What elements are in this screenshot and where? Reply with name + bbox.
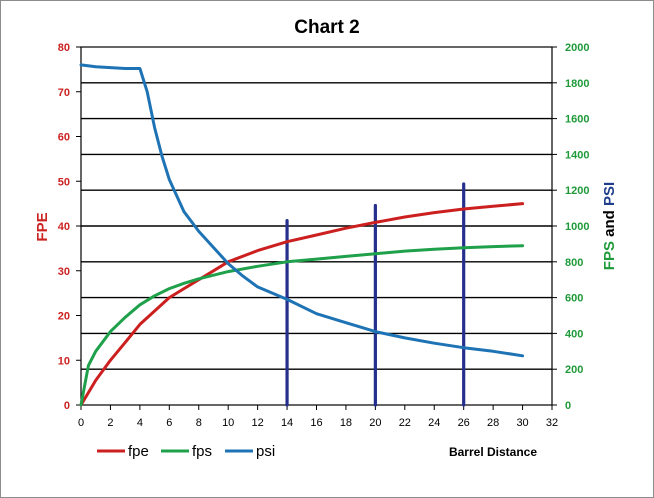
series-line-psi — [79, 63, 525, 358]
series-line-fps — [79, 244, 525, 407]
x-tick-label: 8 — [196, 417, 202, 429]
y-right-tick-label: 1800 — [565, 78, 589, 90]
y-left-tick-label: 30 — [58, 266, 70, 278]
series-line-fpe — [79, 202, 525, 407]
x-tick-label: 14 — [281, 417, 293, 429]
y-axis-right-title-part: PSI — [601, 182, 618, 206]
y-right-tick-label: 0 — [565, 400, 571, 412]
y-left-tick-label: 10 — [58, 355, 70, 367]
y-right-tick-label: 1000 — [565, 221, 589, 233]
y-right-tick-label: 2000 — [565, 42, 589, 54]
legend-label-fps: fps — [192, 443, 212, 460]
y-left-tick-label: 20 — [58, 311, 70, 323]
left-axis: 0 10 20 30 40 50 60 70 80 — [58, 42, 81, 412]
y-left-tick-label: 80 — [58, 42, 70, 54]
x-tick-label: 2 — [107, 417, 113, 429]
y-left-tick-label: 50 — [58, 176, 70, 188]
x-tick-label: 18 — [340, 417, 352, 429]
x-tick-label: 16 — [310, 417, 322, 429]
y-axis-left-title: FPE — [34, 212, 51, 241]
legend: fpe fps psi — [97, 443, 275, 460]
y-axis-right-title-part: and — [601, 206, 618, 241]
x-tick-label: 30 — [516, 417, 528, 429]
y-right-tick-label: 1600 — [565, 114, 589, 126]
x-tick-label: 28 — [487, 417, 499, 429]
x-axis: 0 2 4 6 8 10 12 14 16 18 20 22 24 26 28 30 32 — [78, 405, 558, 429]
y-right-tick-label: 1400 — [565, 149, 589, 161]
y-right-tick-label: 1200 — [565, 185, 589, 197]
y-left-tick-label: 70 — [58, 87, 70, 99]
y-right-tick-label: 600 — [565, 293, 583, 305]
y-right-tick-label: 200 — [565, 364, 583, 376]
chart-title: Chart 2 — [294, 17, 359, 38]
x-tick-label: 26 — [458, 417, 470, 429]
marker-lines — [285, 182, 466, 407]
grid — [81, 82, 552, 370]
x-tick-label: 32 — [546, 417, 558, 429]
x-axis-title: Barrel Distance — [449, 445, 537, 459]
x-tick-label: 0 — [78, 417, 84, 429]
x-tick-label: 6 — [166, 417, 172, 429]
y-axis-right-title: FPS and PSI — [601, 182, 618, 270]
x-tick-label: 10 — [222, 417, 234, 429]
right-axis: 0 200 400 600 800 1000 1200 1400 1600 1800 2000 — [552, 42, 589, 412]
x-tick-label: 22 — [399, 417, 411, 429]
legend-label-fpe: fpe — [128, 443, 149, 460]
x-tick-label: 12 — [252, 417, 264, 429]
y-left-tick-label: 60 — [58, 132, 70, 144]
x-tick-label: 24 — [428, 417, 440, 429]
y-right-tick-label: 800 — [565, 257, 583, 269]
y-left-tick-label: 40 — [58, 221, 70, 233]
x-tick-label: 20 — [369, 417, 381, 429]
y-left-tick-label: 0 — [64, 400, 70, 412]
x-tick-label: 4 — [137, 417, 143, 429]
y-right-tick-label: 400 — [565, 328, 583, 340]
legend-label-psi: psi — [256, 443, 275, 460]
series-lines — [79, 63, 525, 407]
y-axis-right-title-part: FPS — [601, 241, 618, 270]
